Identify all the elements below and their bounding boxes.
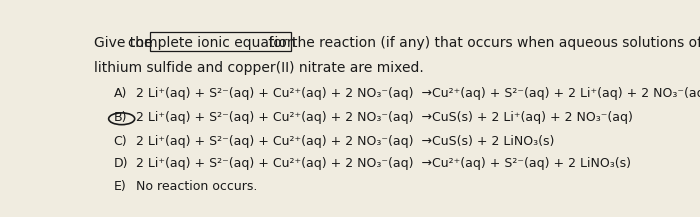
Text: 2 Li⁺(aq) + S²⁻(aq) + Cu²⁺(aq) + 2 NO₃⁻(aq)  →CuS(s) + 2 LiNO₃(s): 2 Li⁺(aq) + S²⁻(aq) + Cu²⁺(aq) + 2 NO₃⁻(… (136, 135, 554, 148)
Text: complete ionic equation: complete ionic equation (128, 36, 296, 50)
Text: 2 Li⁺(aq) + S²⁻(aq) + Cu²⁺(aq) + 2 NO₃⁻(aq)  →CuS(s) + 2 Li⁺(aq) + 2 NO₃⁻(aq): 2 Li⁺(aq) + S²⁻(aq) + Cu²⁺(aq) + 2 NO₃⁻(… (136, 111, 634, 124)
Text: No reaction occurs.: No reaction occurs. (136, 180, 258, 193)
Text: 2 Li⁺(aq) + S²⁻(aq) + Cu²⁺(aq) + 2 NO₃⁻(aq)  →Cu²⁺(aq) + S²⁻(aq) + 2 LiNO₃(s): 2 Li⁺(aq) + S²⁻(aq) + Cu²⁺(aq) + 2 NO₃⁻(… (136, 157, 631, 170)
Text: Give the: Give the (94, 36, 157, 50)
Text: D): D) (113, 157, 128, 170)
Text: B): B) (113, 111, 127, 124)
Text: C): C) (113, 135, 127, 148)
Text: lithium sulfide and copper(II) nitrate are mixed.: lithium sulfide and copper(II) nitrate a… (94, 61, 424, 75)
Text: for the reaction (if any) that occurs when aqueous solutions of: for the reaction (if any) that occurs wh… (264, 36, 700, 50)
Text: E): E) (113, 180, 126, 193)
Text: 2 Li⁺(aq) + S²⁻(aq) + Cu²⁺(aq) + 2 NO₃⁻(aq)  →Cu²⁺(aq) + S²⁻(aq) + 2 Li⁺(aq) + 2: 2 Li⁺(aq) + S²⁻(aq) + Cu²⁺(aq) + 2 NO₃⁻(… (136, 87, 700, 100)
Text: A): A) (113, 87, 127, 100)
